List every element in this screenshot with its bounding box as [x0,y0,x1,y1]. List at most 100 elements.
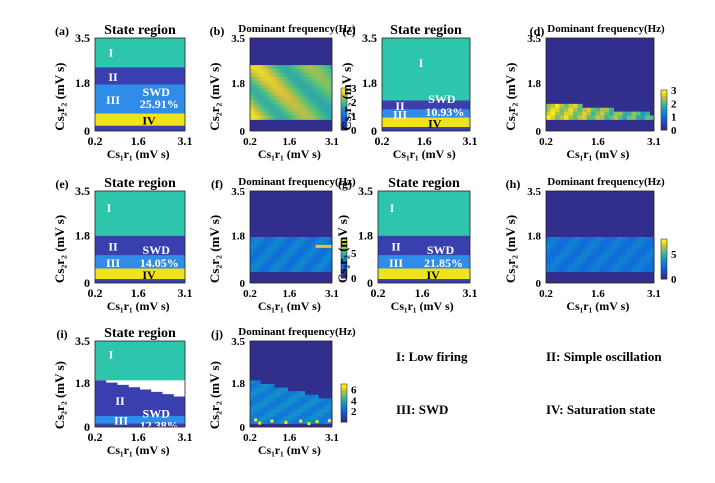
heatmap-cell [550,252,556,257]
heatmap-cell [311,416,316,421]
heatmap-cell [301,65,306,70]
colorbar-segment [341,399,347,402]
heatmap-cell [287,92,292,97]
heatmap-cell [321,248,326,253]
heatmap-cell [311,409,316,414]
heatmap-cell [270,263,275,269]
heatmap-cell [263,111,268,116]
heatmap-cell [564,267,569,272]
heatmap-cell [291,72,295,78]
heatmap-cell [328,263,333,269]
x-axis-label: Cs₁r₁ (mV s) [566,299,629,313]
heatmap-cell [586,111,592,116]
heatmap-cell [325,88,330,93]
heatmap-cell [263,419,268,424]
heatmap-cell [294,260,299,265]
heatmap-cell [297,84,302,89]
swd-percent: 25.91% [140,97,179,111]
heatmap-cell [559,107,565,113]
heatmap-cell [328,398,333,403]
heatmap-cell [260,100,265,105]
heatmap-cell [250,401,254,406]
heatmap-cell [328,96,333,101]
heatmap-cell [250,384,254,389]
heatmap-cell [253,237,258,242]
x-tick-label: 3.1 [325,136,339,148]
region-label-III: III [393,108,407,122]
heatmap-cell [564,107,569,113]
heatmap-cell [622,252,628,257]
heatmap-cell [555,263,560,269]
heatmap-cell [250,391,254,396]
heatmap-cell [253,115,258,120]
heatmap-cell [604,256,610,261]
region-label-IV: IV [142,114,156,128]
heatmap-cell [308,405,312,410]
heatmap-cell [287,260,292,265]
heatmap-cell [263,107,268,113]
heatmap-cell [301,111,306,116]
heatmap-cell [250,419,254,424]
heatmap-cell [294,107,299,113]
heatmap-cell [550,256,556,261]
heatmap-cell [325,69,330,74]
heatmap-cell [301,391,306,396]
heatmap-cell [318,69,323,74]
heatmap-cell [270,394,275,399]
heatmap-cell [263,96,268,101]
plot-frame [249,190,333,284]
heatmap-cell [564,115,569,120]
heatmap-cell [631,244,637,249]
colorbar-tick: 4 [351,395,357,407]
y-axis-label: Cs₂r₂ (mV s) [335,215,350,283]
heatmap-cell [287,69,292,74]
heatmap-cell [546,263,551,269]
heatmap-cell [613,248,619,253]
heatmap-cell [263,387,268,392]
heatmap-cell [291,84,295,89]
heatmap-cell [321,263,326,269]
heatmap-cell [640,248,646,253]
x-tick-label: 0.2 [88,430,103,444]
heatmap-cell [267,72,271,78]
heatmap-cell [270,240,275,246]
heatmap-cell [287,237,292,242]
colorbar-tick: 0 [671,125,677,137]
heatmap-cell [318,405,323,410]
x-tick-label: 1.6 [282,136,296,148]
colorbar-segment [341,401,347,404]
heatmap-cell [645,267,650,272]
heatmap-cell [301,398,306,403]
heatmap-cell [263,267,268,272]
heatmap-cell [325,84,330,89]
heatmap-cell [260,244,265,249]
heatmap-cell [260,76,265,82]
x-tick-label: 0.2 [243,136,257,148]
panel-title: Dominant frequency(Hz) [238,23,356,35]
heatmap-cell [308,107,312,113]
heatmap-cell [325,248,330,253]
heatmap-cell [546,260,551,265]
heatmap-cell [321,405,326,410]
heatmap-cell [297,256,302,261]
heatmap-cell [600,252,605,257]
heatmap-cell [618,252,623,257]
colorbar-segment [661,94,667,97]
heatmap-cell [595,256,601,261]
colorbar-segment [341,100,347,104]
heatmap-cell [321,100,326,105]
y-tick-label: 1.8 [358,229,373,243]
heatmap-cell [321,237,326,242]
heatmap-cell [555,111,560,116]
plot-frame [381,37,471,132]
heatmap-cell [631,111,637,116]
heatmap-cell [263,412,268,417]
heatmap-cell [645,237,650,242]
plot-frame [545,37,655,132]
heatmap-cell [321,96,326,101]
heatmap-cell [260,391,265,396]
heatmap-cell [627,240,632,246]
heatmap-cell [582,256,587,261]
heatmap-cell [294,115,299,120]
heatmap-cell [328,100,333,105]
